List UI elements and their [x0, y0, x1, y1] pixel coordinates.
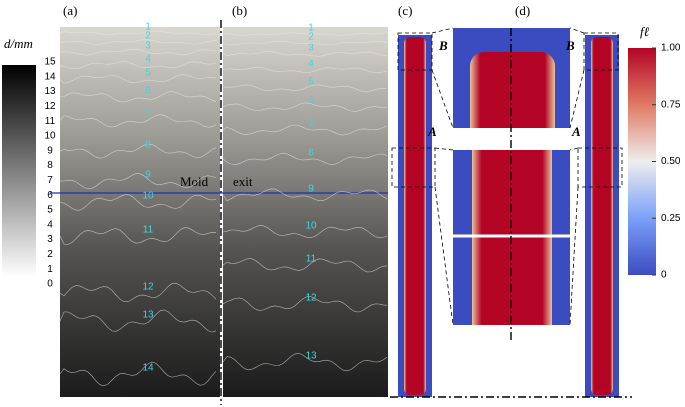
- contour-line: [59, 48, 217, 56]
- contour-label: 11: [143, 225, 154, 236]
- contour-line: [222, 84, 388, 92]
- contour-line: [59, 91, 217, 103]
- contour-line: [59, 114, 217, 128]
- panel-label: (d): [515, 3, 530, 18]
- contour-label: 14: [142, 363, 154, 374]
- d-colorbar: [2, 65, 36, 277]
- f-colorbar: [628, 48, 656, 275]
- exit-label: exit: [233, 174, 253, 189]
- contour-line: [222, 102, 388, 112]
- panel-c-core: [404, 37, 426, 395]
- contour-label: 10: [305, 221, 317, 232]
- contour-label: 7: [145, 110, 151, 121]
- d-colorbar-tick: 10: [44, 131, 56, 142]
- f-colorbar-tick: 0.75: [661, 99, 681, 110]
- contour-label: 13: [142, 310, 154, 321]
- contour-label: 4: [308, 59, 314, 70]
- f-colorbar-title: fℓ: [640, 24, 650, 39]
- d-colorbar-tick: 5: [47, 205, 53, 216]
- zoom-gap: [453, 128, 570, 150]
- contour-label: 3: [145, 41, 151, 52]
- contour-label: 1: [145, 22, 151, 33]
- contour-line: [222, 152, 388, 165]
- contour-label: 12: [142, 282, 154, 293]
- zoom-label: B: [565, 38, 575, 53]
- d-colorbar-tick: 6: [47, 190, 53, 201]
- zoom-label: A: [427, 124, 437, 139]
- panel-a-field: [60, 27, 220, 397]
- contour-line: [222, 66, 388, 73]
- d-colorbar-tick: 11: [45, 116, 56, 127]
- contour-line: [222, 188, 388, 202]
- contour-line: [59, 194, 217, 211]
- contour-label: 13: [305, 351, 317, 362]
- d-colorbar-tick: 12: [44, 101, 56, 112]
- d-colorbar-tick: 14: [44, 71, 56, 82]
- d-colorbar-title: d/mm: [4, 36, 33, 51]
- d-colorbar-tick: 4: [47, 219, 53, 230]
- zoom-guides: [391, 27, 623, 326]
- contour-line: [222, 258, 388, 273]
- contour-label: 6: [308, 96, 314, 107]
- panel-label: (b): [232, 3, 247, 18]
- d-colorbar-tick: 1: [47, 264, 53, 275]
- contour-line: [59, 74, 217, 84]
- contour-label: 5: [308, 77, 314, 88]
- contour-line: [222, 124, 388, 136]
- panel-d-core: [591, 37, 613, 395]
- contour-label: 9: [145, 170, 151, 181]
- mold-label: Mold: [180, 174, 209, 189]
- f-colorbar-tick: 0.25: [661, 213, 681, 224]
- contour-line: [59, 61, 217, 70]
- d-colorbar-tick: 15: [44, 57, 56, 68]
- contour-label: 1: [308, 23, 314, 34]
- contour-label: 3: [308, 43, 314, 54]
- contour-line: [59, 282, 217, 303]
- contour-line: [222, 296, 388, 313]
- contour-label: 2: [145, 31, 151, 42]
- contour-line: [59, 143, 217, 159]
- contour-label: 12: [305, 293, 317, 304]
- panel-b-field: [223, 27, 388, 397]
- zoom-b-core: [470, 52, 555, 142]
- zoom-label: B: [438, 38, 448, 53]
- d-colorbar-tick: 7: [47, 175, 53, 186]
- f-colorbar-tick: 0.50: [661, 156, 681, 167]
- d-colorbar-tick: 0: [47, 279, 53, 290]
- d-colorbar-tick: 13: [44, 86, 56, 97]
- d-colorbar-tick: 9: [47, 145, 53, 156]
- f-colorbar-tick: 1.00: [661, 43, 681, 54]
- contour-line: [59, 31, 217, 35]
- contour-line: [222, 353, 388, 372]
- contour-line: [59, 173, 217, 190]
- contour-label: 5: [145, 68, 151, 79]
- contour-label: 9: [308, 184, 314, 195]
- contour-line: [59, 39, 217, 45]
- contour-line: [59, 361, 217, 387]
- contour-label: 2: [308, 32, 314, 43]
- contour-line: [222, 32, 388, 36]
- contour-label: 6: [145, 86, 151, 97]
- panel-label: (a): [63, 3, 77, 18]
- contour-line: [59, 309, 217, 333]
- contour-label: 7: [308, 119, 314, 130]
- d-colorbar-tick: 2: [47, 249, 53, 260]
- contour-line: [222, 40, 388, 46]
- contour-line: [59, 227, 217, 245]
- contour-label: 4: [145, 54, 151, 65]
- d-colorbar-tick: 3: [47, 234, 53, 245]
- contour-line: [222, 51, 388, 57]
- f-colorbar-tick: 0: [661, 270, 667, 281]
- zoom-label: A: [571, 124, 581, 139]
- contour-label: 11: [306, 254, 317, 265]
- contour-label: 8: [308, 148, 314, 159]
- d-colorbar-tick: 8: [47, 160, 53, 171]
- panel-label: (c): [398, 3, 412, 18]
- contour-label: 10: [142, 191, 154, 202]
- contour-label: 8: [145, 140, 151, 151]
- contour-line: [222, 225, 388, 239]
